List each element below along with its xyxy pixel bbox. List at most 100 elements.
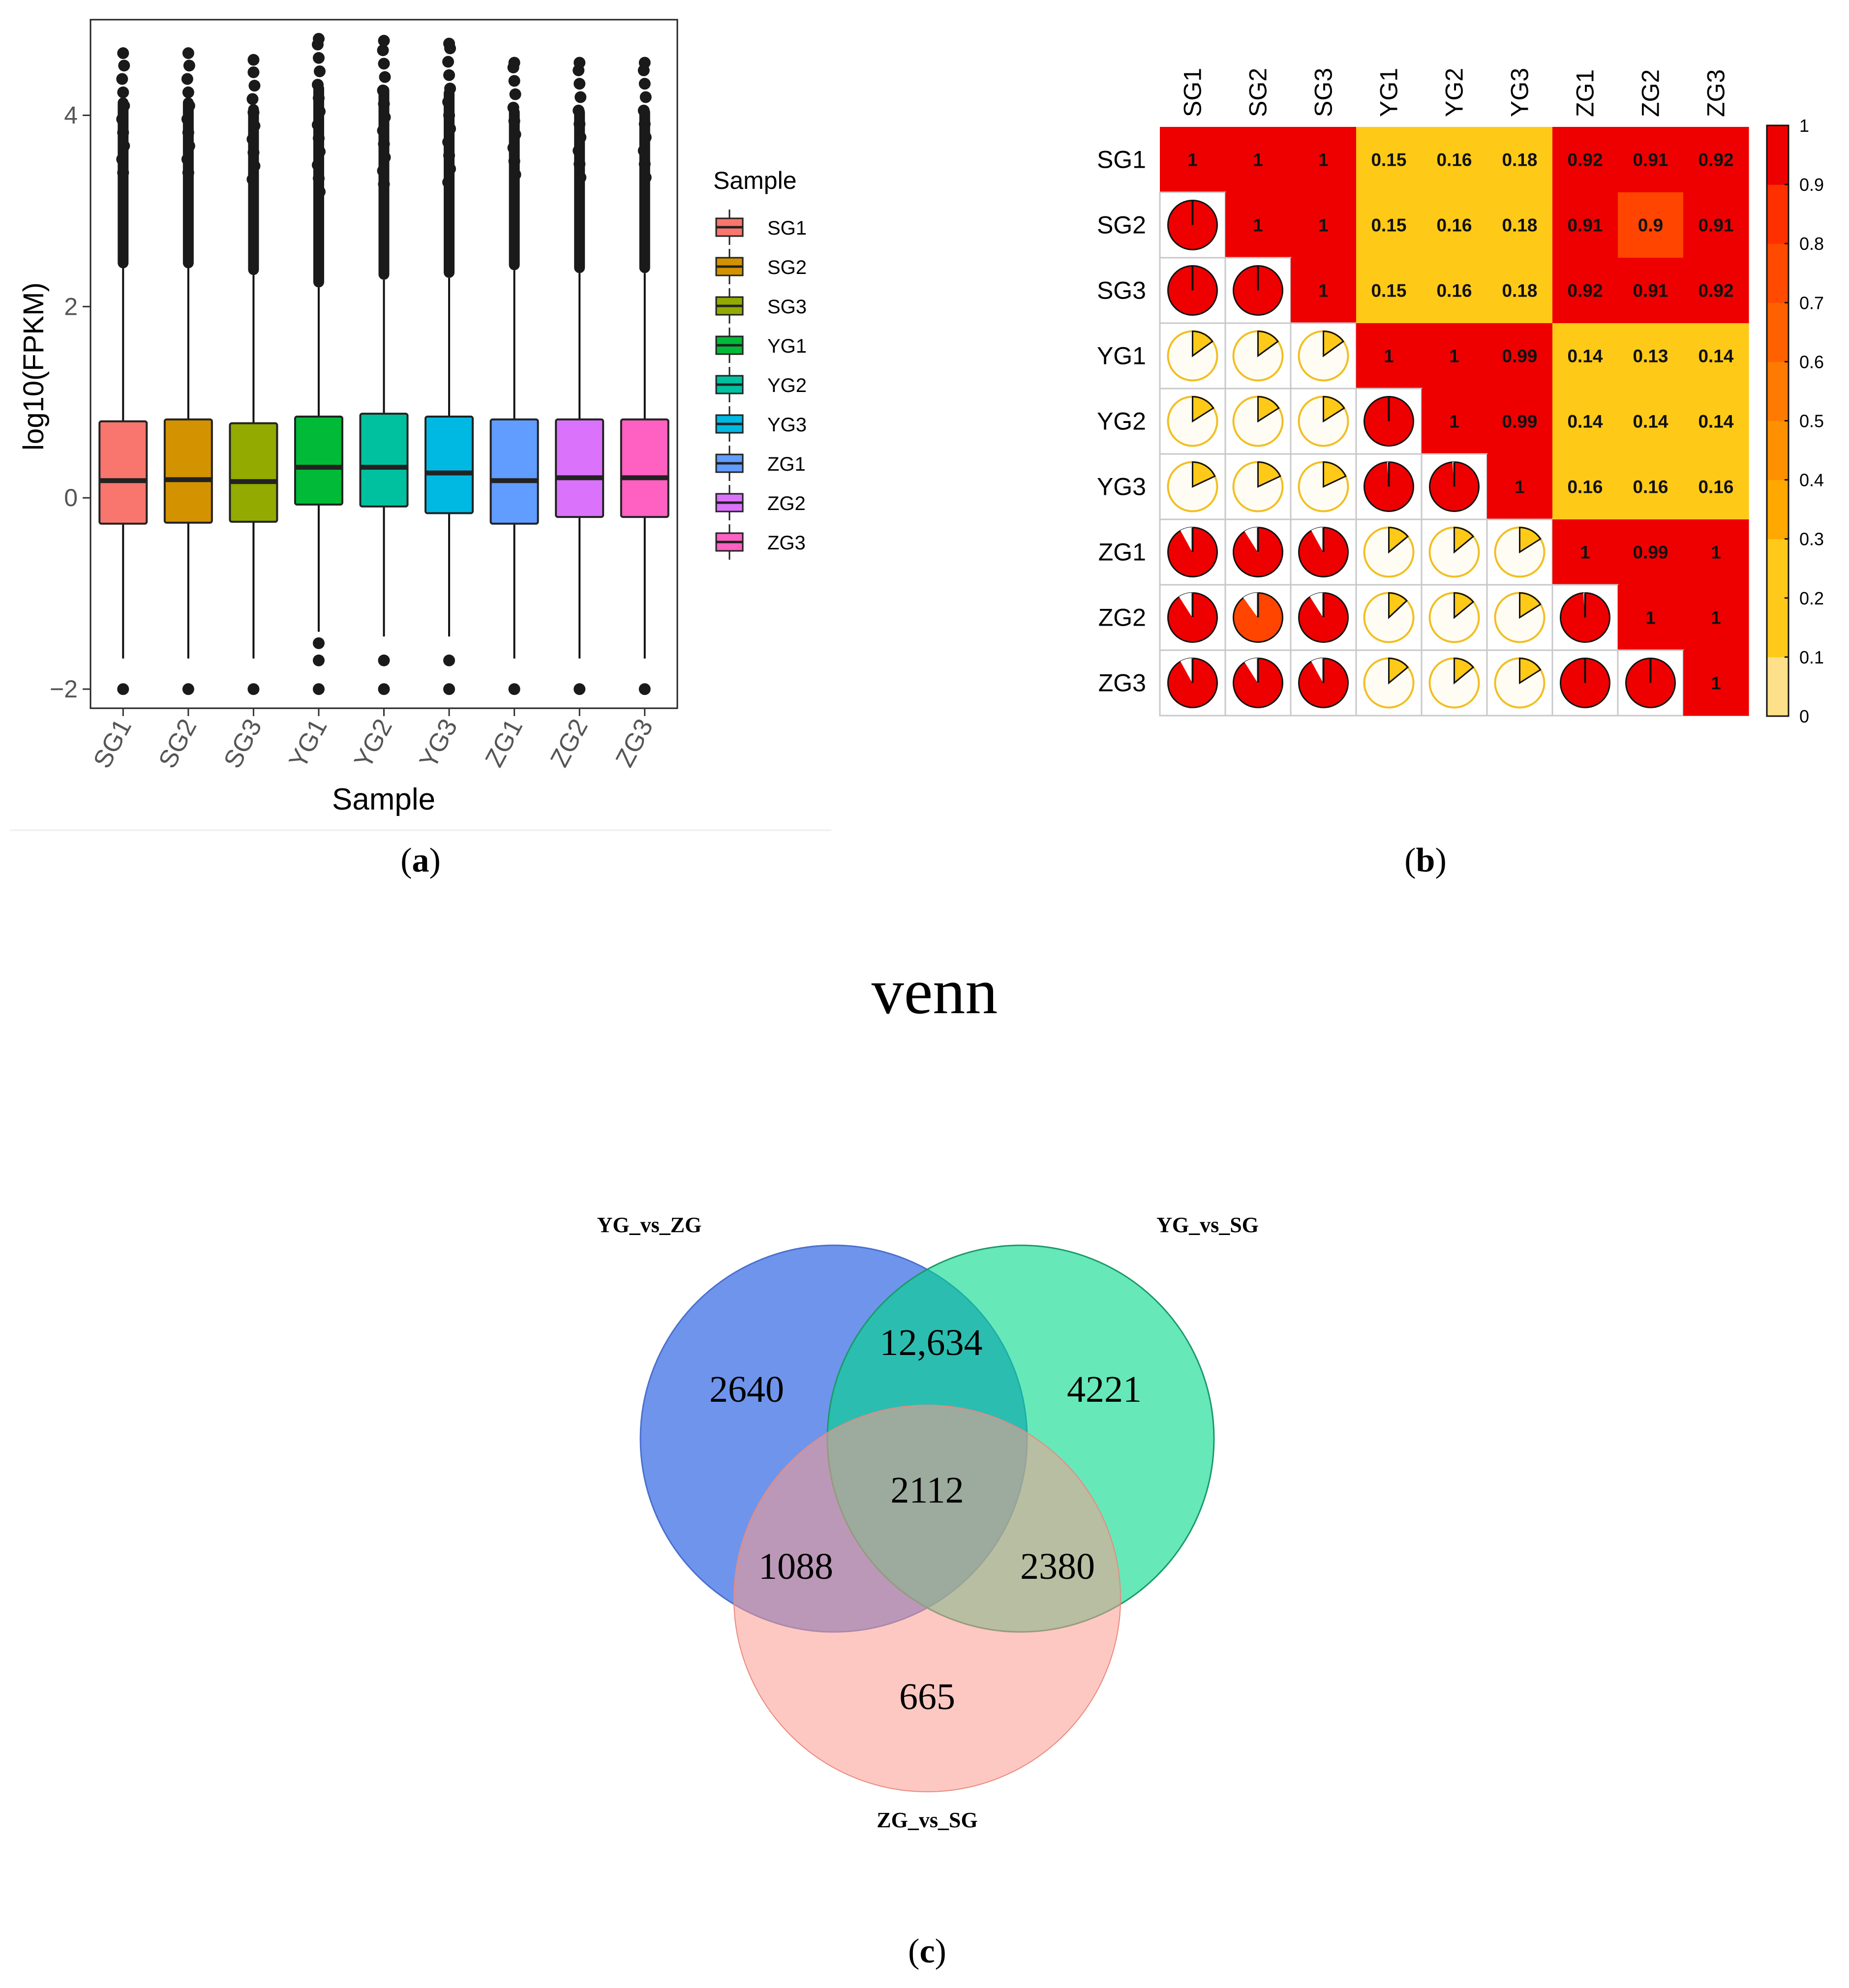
row-label-zg2: ZG2 [1098,604,1146,632]
cell-sg1-yg1 [1356,127,1422,193]
box-zg2 [555,418,605,518]
pie-slice-zg1-yg3 [1519,526,1542,554]
legend-label-zg3: ZG3 [767,532,806,554]
outlier-point-max-zg2 [574,57,586,69]
outlier-point-low-zg2 [574,683,586,695]
colorbar-tick-label: 0 [1799,706,1809,726]
outlier-point-zg1 [507,101,519,114]
cell-value-sg2-yg3: 0.18 [1502,215,1537,236]
outlier-point-zg2 [574,118,586,130]
row-label-zg1: ZG1 [1098,539,1146,566]
outlier-point-yg1 [312,52,325,64]
outlier-point-low-zg1 [508,683,520,695]
cell-yg1-yg2 [1422,323,1487,389]
correlation-panel: 1 1 1 0.15 0.16 0.18 0.92 0.91 0.921 1 0.15 0.16 0.1… [1097,68,1824,726]
outlier-point-yg2 [379,111,391,123]
colorbar-segment-1 [1767,598,1788,658]
box-sg2 [163,418,213,524]
venn-set-label-zg-vs-sg: ZG_vs_SG [877,1808,977,1832]
colorbar-segment-6 [1767,302,1788,362]
cell-value-yg1-yg2: 1 [1449,346,1459,366]
cell-yg3-zg2 [1618,454,1684,520]
outlier-point-yg3 [444,163,456,175]
correlation-matrix: 1 1 1 0.15 0.16 0.18 0.92 0.91 0.921 1 0.15 0.16 0.1… [1159,127,1749,717]
outlier-point-zg3 [637,104,650,117]
outlier-point-zg1 [507,142,519,154]
pie-slice-yg3-sg3 [1323,461,1347,488]
outlier-point-sg3 [247,106,260,119]
cell-value-sg1-zg3: 0.92 [1698,150,1733,170]
cell-value-yg1-zg3: 0.14 [1698,346,1733,366]
cell-sg3-yg1 [1356,258,1422,324]
venn-panel: venn YG_vs_ZG YG_vs_SG ZG_vs_SG 2640 422… [597,955,1259,1832]
cell-sg1-yg3 [1487,127,1553,193]
outlier-point-yg1 [313,65,326,77]
cell-yg1-yg3 [1487,323,1553,389]
outlier-point-sg1 [118,140,130,152]
outlier-point-sg1 [117,86,129,98]
colorbar-tick-label: 0.8 [1799,234,1824,254]
outlier-point-zg2 [573,104,585,117]
outlier-point-yg3 [443,150,455,162]
outlier-point-yg2 [379,71,391,83]
y-tick-label: 4 [64,101,78,129]
outlier-point-yg3 [444,122,456,135]
cell-zg3-zg3 [1683,650,1749,716]
colorbar-tick-label: 0.9 [1799,175,1824,195]
outlier-point-yg2 [377,165,389,177]
cell-value-sg1-yg2: 0.16 [1436,150,1472,170]
cell-value-yg1-yg3: 0.99 [1502,346,1537,366]
cell-yg2-yg2 [1422,389,1487,454]
cell-value-zg1-zg3: 1 [1711,542,1721,563]
cell-value-yg2-zg1: 0.14 [1567,412,1603,432]
colorbar-tick-label: 0.7 [1799,293,1824,313]
correlation-column-labels: SG1 SG2 SG3 YG1 YG2 YG3 ZG1 ZG2 ZG3 [1179,68,1730,117]
outlier-point-zg2 [574,78,586,90]
cell-value-yg3-yg3: 1 [1515,477,1525,497]
outlier-point-yg2 [378,58,390,70]
cell-value-yg2-zg2: 0.14 [1633,412,1668,432]
outlier-point-zg2 [573,145,585,157]
outlier-point-yg1 [311,159,324,171]
cell-value-yg3-zg1: 0.16 [1567,477,1603,497]
outlier-point-yg2 [378,178,390,190]
colorbar-tick-label: 1 [1799,116,1809,136]
boxplot-legend: Sample SG1 SG2 SG3 YG1 YG2 YG3 ZG1 ZG2 ZG3 [713,167,807,560]
legend-label-yg3: YG3 [767,414,807,436]
outlier-point-low-sg1 [117,683,129,695]
outlier-point-max-sg2 [182,47,194,60]
colorbar-segment-3 [1767,480,1788,540]
colorbar-segment-7 [1767,243,1788,303]
cell-sg1-sg2 [1225,127,1291,193]
cell-sg3-zg3 [1683,258,1749,324]
pie-slice-yg2-sg2 [1257,395,1280,423]
outlier-point-sg2 [181,113,193,125]
cell-value-yg2-yg2: 1 [1449,412,1459,432]
pie-slice-yg3-sg2 [1257,461,1281,488]
cell-sg3-yg2 [1422,258,1487,324]
outlier-point-yg1 [312,172,325,184]
outlier-point-low-yg3 [443,654,455,666]
cell-value-sg2-sg2: 1 [1253,215,1263,236]
outlier-point-yg2 [377,84,389,96]
box-yg1 [294,415,343,506]
colorbar-segment-2 [1767,539,1788,599]
outlier-point-yg2 [378,98,390,110]
row-label-yg2: YG2 [1097,408,1146,435]
cell-yg2-zg1 [1552,389,1618,454]
cell-sg2-zg1 [1552,192,1618,258]
outlier-point-sg3 [248,120,261,132]
outlier-point-yg3 [442,96,455,108]
outlier-point-zg3 [639,171,652,183]
outlier-point-yg1 [312,92,325,104]
cell-zg2-zg2 [1618,585,1684,651]
box-yg3 [424,415,474,514]
y-tick-label: −2 [50,675,78,703]
outlier-point-yg2 [379,151,391,163]
cell-yg2-zg2 [1618,389,1684,454]
boxplot-x-axis-title: Sample [332,783,435,816]
column-label-sg1: SG1 [1179,68,1207,117]
outlier-point-zg3 [638,158,651,170]
pie-slice-zg3-yg2 [1454,657,1475,685]
